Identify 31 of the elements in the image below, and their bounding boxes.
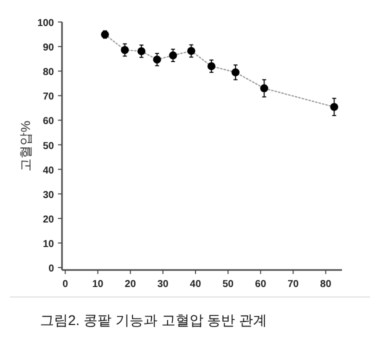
y-tick-label: 80 — [42, 67, 54, 78]
point — [330, 102, 338, 111]
point — [153, 56, 162, 64]
y-tick-label: 40 — [42, 165, 54, 176]
x-tick-label: 40 — [190, 279, 202, 290]
x-tick-label: 60 — [255, 279, 267, 290]
point — [120, 46, 129, 54]
point — [137, 47, 146, 56]
point — [187, 46, 196, 55]
y-tick-label: 90 — [42, 42, 54, 54]
y-tick-label: 100 — [37, 18, 54, 29]
y-tick-label: 0 — [48, 264, 54, 275]
point — [232, 68, 240, 76]
y-tick-label: 10 — [42, 238, 54, 250]
x-tick-label: 10 — [92, 279, 104, 290]
x-tick-label: 20 — [124, 279, 136, 290]
y-tick-label: 20 — [42, 214, 54, 226]
x-tick-label: 50 — [222, 279, 234, 290]
x-tick-label: 80 — [320, 279, 332, 290]
y-tick-label: 60 — [42, 116, 54, 128]
x-tick-label: 30 — [157, 279, 169, 290]
caption: 그림2. 콩팥 기능과 고혈압 동반 관계 — [40, 312, 268, 328]
y-tick-label: 30 — [42, 190, 54, 201]
x-tick-label: 70 — [288, 279, 300, 290]
y-tick-label: 70 — [42, 92, 54, 103]
y-axis-title: 고혈압% — [18, 120, 33, 172]
y-tick-label: 50 — [42, 140, 54, 152]
point — [169, 51, 178, 60]
point — [260, 84, 268, 92]
point — [207, 62, 216, 70]
x-tick-label: 0 — [62, 279, 68, 290]
